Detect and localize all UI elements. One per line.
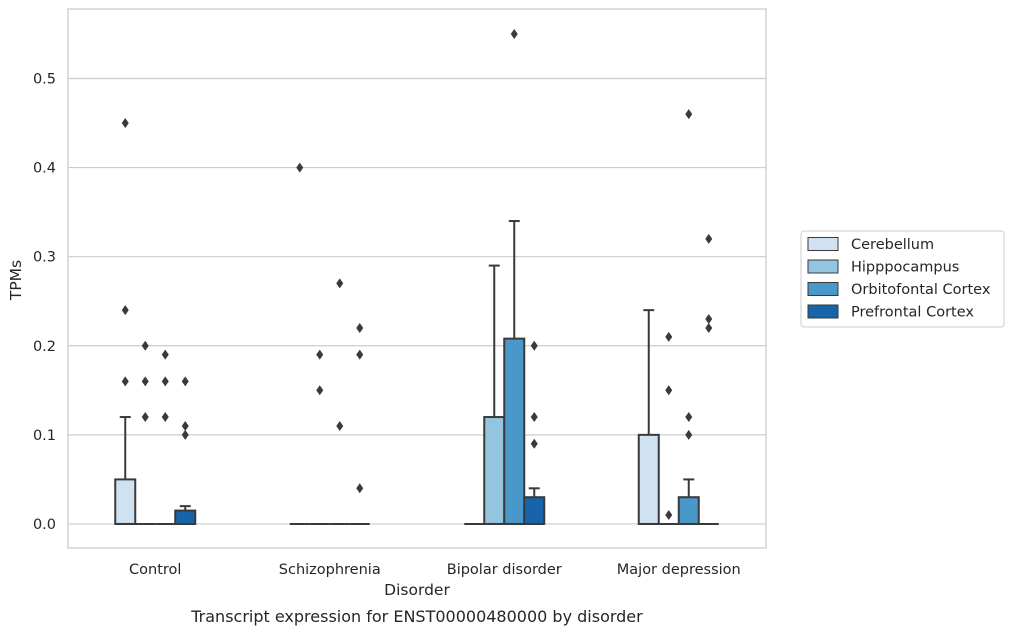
- x-tick-labels: Control Schizophrenia Bipolar disorder Majo…: [129, 562, 741, 578]
- outlier-point: [685, 412, 693, 423]
- legend-label: Cerebellum: [851, 237, 934, 253]
- legend-label: Orbitofontal Cortex: [851, 282, 991, 298]
- box-2-2: [503, 220, 526, 525]
- outlier-point: [336, 420, 344, 431]
- outlier-point: [510, 28, 518, 39]
- box-3-0: [174, 505, 197, 525]
- outlier-point: [530, 412, 538, 423]
- outlier-point: [685, 429, 693, 440]
- outlier-point: [121, 305, 129, 316]
- box-0-0: [114, 416, 137, 525]
- outlier-point: [336, 278, 344, 289]
- outlier-point: [161, 349, 169, 360]
- outlier-point: [121, 118, 129, 129]
- outlier-point: [316, 385, 324, 396]
- x-tick-label: Schizophrenia: [279, 562, 381, 578]
- legend-swatch: [807, 282, 839, 296]
- legend-swatch: [807, 304, 839, 319]
- y-tick-label: 0.3: [33, 250, 56, 266]
- outlier-point: [665, 331, 673, 342]
- legend: Cerebellum Hipppocampus Orbitofontal Corte…: [800, 230, 1005, 328]
- outlier-point: [181, 429, 189, 440]
- x-tick-label: Bipolar disorder: [447, 562, 562, 578]
- outlier-point: [665, 385, 673, 396]
- outlier-point: [141, 340, 149, 351]
- x-tick-label: Control: [129, 562, 181, 578]
- outlier-point: [665, 510, 673, 521]
- y-tick-label: 0.0: [33, 517, 56, 533]
- box-body: [677, 496, 700, 525]
- y-tick-label: 0.4: [33, 161, 56, 177]
- outlier-point: [356, 483, 364, 494]
- outlier-point: [705, 233, 713, 244]
- legend-items: Cerebellum Hipppocampus Orbitofontal Corte…: [807, 237, 991, 321]
- box-2-3: [677, 478, 700, 525]
- outlier-point: [685, 109, 693, 120]
- outlier-point: [181, 376, 189, 387]
- y-tick-label: 0.2: [33, 339, 56, 355]
- y-tick-label: 0.5: [33, 71, 56, 87]
- y-tick-label: 0.1: [33, 428, 56, 444]
- outlier-point: [705, 322, 713, 333]
- y-tick-labels: 0.0 0.1 0.2 0.3 0.4 0.5: [33, 71, 56, 532]
- box-body: [637, 433, 660, 525]
- box-body: [483, 416, 506, 525]
- legend-frame: [800, 230, 1005, 328]
- x-tick-label: Major depression: [617, 562, 741, 578]
- box-body: [523, 496, 546, 525]
- box-body: [174, 509, 197, 525]
- plot-frame: [67, 8, 767, 549]
- outliers: [121, 28, 713, 521]
- outlier-point: [356, 349, 364, 360]
- outlier-point: [296, 162, 304, 173]
- box-3-2: [523, 487, 546, 525]
- legend-swatch: [807, 237, 839, 251]
- y-axis-label: TPMs: [7, 260, 25, 301]
- outlier-point: [316, 349, 324, 360]
- legend-swatch: [807, 259, 839, 274]
- chart-caption: Transcript expression for ENST0000048000…: [190, 607, 643, 626]
- outlier-point: [161, 376, 169, 387]
- box-0-3: [637, 309, 660, 525]
- legend-label: Hipppocampus: [851, 260, 959, 276]
- legend-label: Prefrontal Cortex: [851, 305, 974, 321]
- box-1-2: [483, 264, 506, 525]
- boxes: [114, 220, 719, 525]
- box-body: [114, 478, 137, 525]
- outlier-point: [141, 412, 149, 423]
- x-axis-label: Disorder: [384, 581, 450, 599]
- outlier-point: [181, 420, 189, 431]
- outlier-point: [161, 412, 169, 423]
- outlier-point: [121, 376, 129, 387]
- outlier-point: [530, 340, 538, 351]
- outlier-point: [141, 376, 149, 387]
- outlier-point: [530, 438, 538, 449]
- outlier-point: [705, 314, 713, 325]
- outlier-point: [356, 322, 364, 333]
- box-body: [503, 337, 526, 525]
